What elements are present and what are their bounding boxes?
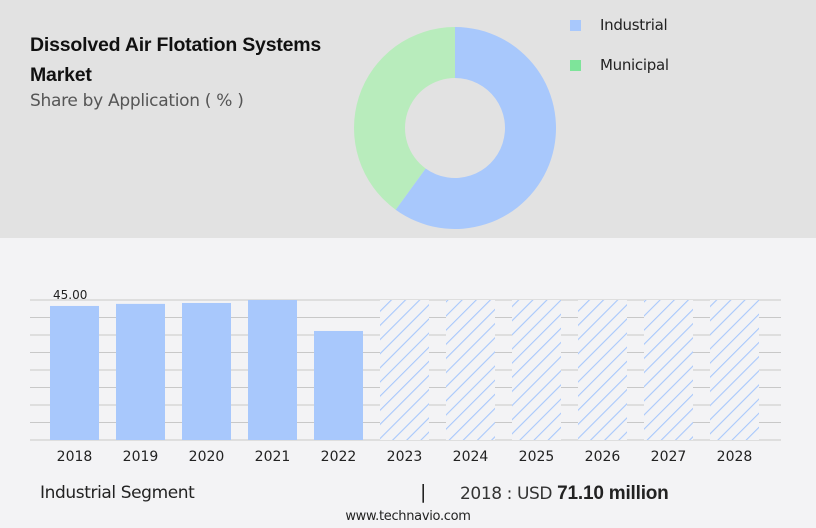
segment-year: 2018 : USD: [460, 484, 553, 504]
bars: [50, 300, 759, 440]
page-title: Dissolved Air Flotation Systems Market: [30, 34, 322, 86]
legend-item-industrial: Industrial: [570, 14, 668, 36]
bar-2027: [644, 300, 693, 440]
x-tick-label: 2027: [651, 449, 687, 465]
bar-2022: [314, 330, 363, 440]
footer-separator: |: [420, 481, 427, 503]
bar-2026: [578, 300, 627, 440]
bar-2024: [446, 300, 495, 440]
x-tick-label: 2026: [585, 449, 621, 465]
bar-chart: 2018 45.00 2019 2020 2021 2022 2023 2024 2025 202…: [0, 238, 816, 468]
segment-label: Industrial Segment: [40, 483, 195, 503]
bar-value-label: 45.00: [53, 288, 87, 302]
x-tick-label: 2025: [519, 449, 555, 465]
legend-swatch-municipal: [570, 59, 581, 71]
donut-chart: [354, 27, 556, 230]
x-tick-label: 2018: [57, 449, 93, 465]
source-url: www.technavio.com: [345, 509, 471, 524]
bar-2020: [182, 302, 231, 440]
bar-2021: [248, 300, 297, 440]
x-tick-label: 2023: [387, 449, 423, 465]
legend-label: Municipal: [600, 56, 669, 74]
bar-chart-plot: 2018 45.00 2019 2020 2021 2022 2023 2024 2025 202…: [30, 288, 781, 465]
x-axis-labels: 2018 45.00 2019 2020 2021 2022 2023 2024 2025 202…: [53, 288, 752, 465]
x-tick-label: 2021: [255, 449, 291, 465]
x-tick-label: 2019: [123, 449, 159, 465]
x-tick-label: 2022: [321, 449, 357, 465]
bar-2023: [380, 300, 429, 440]
segment-value: 2018 : USD 71.10 million: [460, 483, 669, 505]
x-tick-label: 2020: [189, 449, 225, 465]
segment-amount: 71.10 million: [557, 483, 669, 504]
legend-item-municipal: Municipal: [570, 54, 669, 76]
bar-2019: [116, 303, 165, 440]
x-tick-label: 2028: [717, 449, 753, 465]
bar-2028: [710, 300, 759, 440]
legend-label: Industrial: [600, 16, 668, 34]
donut-slice-industrial: [395, 27, 556, 230]
x-tick-label: 2024: [453, 449, 489, 465]
bar-2018: [50, 305, 99, 440]
page-subtitle: Share by Application ( % ): [30, 91, 244, 111]
donut-slice-municipal: [354, 27, 455, 210]
bar-2025: [512, 300, 561, 440]
legend-swatch-industrial: [570, 19, 581, 31]
